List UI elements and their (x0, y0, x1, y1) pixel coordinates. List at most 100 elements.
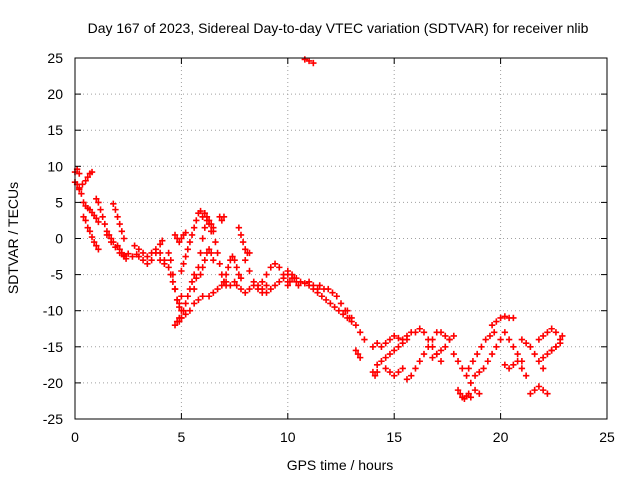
data-point-marker (488, 321, 496, 329)
data-point-marker (271, 260, 279, 267)
series-arc-f (103, 231, 140, 260)
data-point-marker (325, 285, 332, 293)
data-point-marker (80, 213, 87, 221)
data-point-marker (395, 334, 402, 342)
data-point-marker (161, 260, 168, 267)
data-point-marker (118, 228, 126, 235)
data-point-marker (246, 285, 253, 293)
data-point-marker (412, 329, 419, 336)
data-point-marker (182, 300, 189, 307)
series-arc-h (114, 242, 130, 262)
data-point-marker (171, 321, 179, 329)
data-point-marker (395, 343, 402, 350)
x-tick-label: 15 (386, 429, 402, 445)
data-point-marker (412, 365, 419, 372)
data-point-marker (212, 238, 219, 246)
data-point-marker (293, 278, 300, 286)
series-arc-l (165, 249, 185, 314)
data-point-marker (188, 278, 196, 286)
data-point-marker (482, 336, 489, 343)
series-arc-j (135, 237, 166, 267)
data-point-marker (316, 282, 323, 289)
data-point-marker (348, 314, 355, 322)
data-point-marker (178, 235, 185, 242)
data-point-marker (471, 386, 479, 394)
data-point-marker (378, 358, 385, 365)
y-tick-label: -20 (43, 375, 63, 391)
data-point-marker (197, 207, 204, 215)
data-point-marker (425, 336, 432, 343)
data-point-marker (216, 260, 223, 267)
data-point-marker (337, 300, 345, 307)
data-point-marker (437, 358, 445, 365)
series-arc-af (305, 282, 355, 325)
data-point-marker (144, 253, 151, 260)
data-point-marker (539, 332, 547, 340)
data-point-marker (552, 329, 560, 336)
series-arc-ax (501, 358, 530, 379)
data-point-marker (420, 350, 428, 358)
data-point-marker (110, 200, 117, 208)
data-point-marker (488, 350, 496, 358)
data-point-marker (539, 365, 547, 372)
data-point-marker (373, 368, 381, 376)
data-point-marker (242, 289, 249, 296)
data-point-marker (203, 213, 211, 221)
data-point-marker (505, 336, 513, 343)
data-point-marker (237, 275, 245, 282)
data-point-marker (178, 314, 185, 322)
y-tick-label: 15 (47, 122, 63, 138)
data-point-marker (339, 311, 347, 318)
data-point-marker (218, 217, 226, 224)
data-point-marker (82, 217, 89, 224)
data-point-marker (173, 296, 181, 304)
series-arc-ak (369, 368, 381, 379)
series-arc-aw (493, 329, 526, 365)
data-point-marker (276, 264, 283, 271)
data-point-marker (310, 59, 317, 67)
data-point-marker (544, 350, 551, 358)
series-arc-am (382, 365, 406, 379)
data-point-marker (493, 343, 500, 350)
series-arc-n (176, 271, 198, 325)
series-arc-ah (344, 307, 368, 343)
data-point-marker (535, 358, 543, 365)
data-point-marker (450, 332, 457, 340)
data-point-marker (118, 249, 126, 257)
data-point-marker (442, 332, 449, 340)
data-point-marker (259, 278, 266, 286)
data-point-marker (378, 343, 385, 350)
data-point-marker (195, 296, 202, 304)
data-point-marker (246, 249, 253, 257)
data-point-marker (478, 343, 485, 350)
data-point-marker (491, 329, 498, 336)
y-tick-label: -15 (43, 339, 63, 355)
y-tick-label: 10 (47, 158, 63, 174)
data-point-marker (79, 181, 86, 188)
data-point-marker (235, 224, 243, 231)
data-point-marker (522, 339, 530, 347)
data-point-marker (361, 336, 368, 343)
series-arc-al (373, 336, 411, 369)
data-point-marker (371, 372, 379, 379)
data-point-marker (403, 376, 411, 383)
data-point-marker (99, 213, 106, 221)
series-arc-bc (548, 332, 566, 354)
data-point-marker (544, 329, 551, 336)
data-point-marker (156, 241, 164, 248)
data-point-marker (271, 282, 279, 289)
data-point-marker (237, 285, 245, 293)
data-point-marker (531, 350, 538, 358)
data-point-marker (465, 365, 472, 372)
series-arc-q (171, 229, 189, 246)
data-point-marker (429, 354, 436, 361)
data-point-marker (193, 217, 200, 224)
data-point-marker (322, 296, 330, 304)
data-point-marker (450, 350, 457, 358)
series-arc-az (527, 383, 551, 397)
data-point-marker (552, 343, 560, 350)
data-point-marker (476, 390, 483, 397)
data-point-marker (356, 329, 364, 336)
x-tick-label: 5 (178, 429, 186, 445)
x-tick-label: 0 (71, 429, 79, 445)
